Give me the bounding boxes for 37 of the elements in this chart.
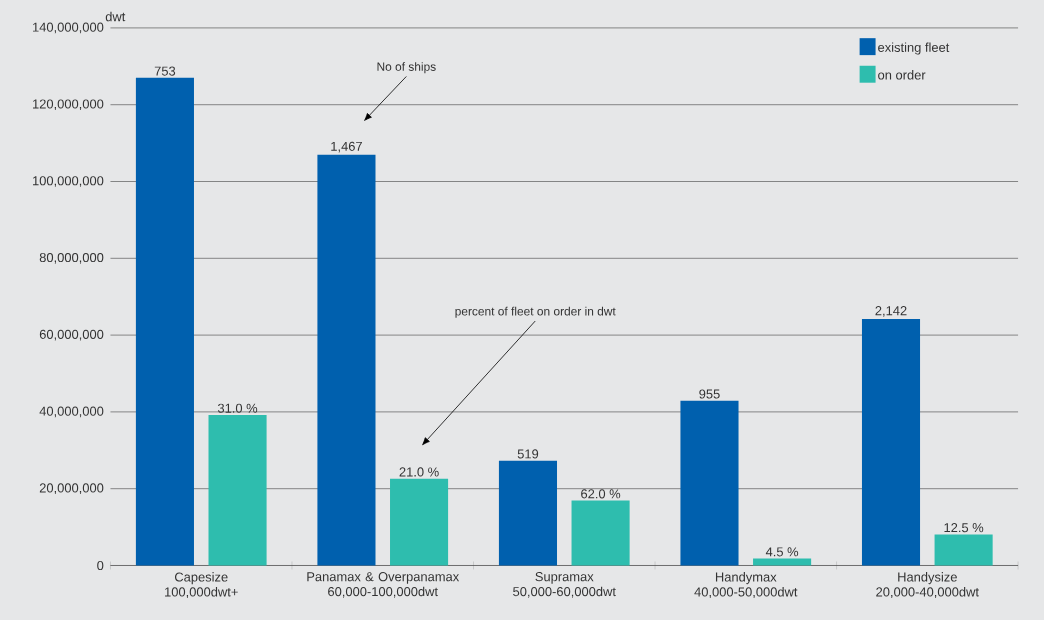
bar xyxy=(390,478,449,566)
bar xyxy=(571,500,630,566)
annotation: 1,467 xyxy=(331,141,362,153)
y-tick-label: 0 xyxy=(97,560,104,570)
y-axis-title: dwt xyxy=(105,11,126,22)
annotation: 21.0 % xyxy=(399,467,439,477)
annotation: 519 xyxy=(517,449,539,459)
bar xyxy=(135,77,194,566)
legend-label: existing fleet xyxy=(878,42,950,55)
y-tick-label: 100,000,000 xyxy=(33,176,104,187)
annotation: 31.0 % xyxy=(217,403,258,413)
y-tick-label: 60,000,000 xyxy=(39,329,104,341)
legend-label: on order xyxy=(878,69,926,80)
bar xyxy=(208,414,267,566)
annotation: No of ships xyxy=(377,61,436,74)
y-tick-label: 120,000,000 xyxy=(33,99,104,110)
bar xyxy=(498,460,558,566)
y-tick-label: 20,000,000 xyxy=(39,483,104,494)
annotation: 753 xyxy=(154,66,176,76)
x-tick-label: Handysize 20,000-40,000dwt xyxy=(876,571,979,598)
x-tick-label: Panamax & Overpanamax 60,000-100,000dwt xyxy=(307,571,460,598)
y-tick-label: 80,000,000 xyxy=(39,252,104,264)
annotation: 12.5 % xyxy=(944,522,984,533)
annotation: 4.5 % xyxy=(765,547,799,557)
x-tick-label: Supramax 50,000-60,000dwt xyxy=(513,571,616,598)
annotation: 955 xyxy=(699,389,720,399)
bar xyxy=(934,534,993,566)
y-tick-label: 40,000,000 xyxy=(39,406,104,418)
x-tick-label: Handymax 40,000-50,000dwt xyxy=(694,571,798,598)
annotation: 62.0 % xyxy=(581,489,621,499)
bar xyxy=(680,400,739,566)
x-tick-label: Capesize 100,000dwt+ xyxy=(165,571,238,598)
annotation: percent of fleet on order in dwt xyxy=(455,306,616,318)
bar xyxy=(317,154,376,566)
bar xyxy=(861,318,921,566)
y-tick-label: 140,000,000 xyxy=(33,22,104,34)
annotation: 2,142 xyxy=(875,305,907,317)
